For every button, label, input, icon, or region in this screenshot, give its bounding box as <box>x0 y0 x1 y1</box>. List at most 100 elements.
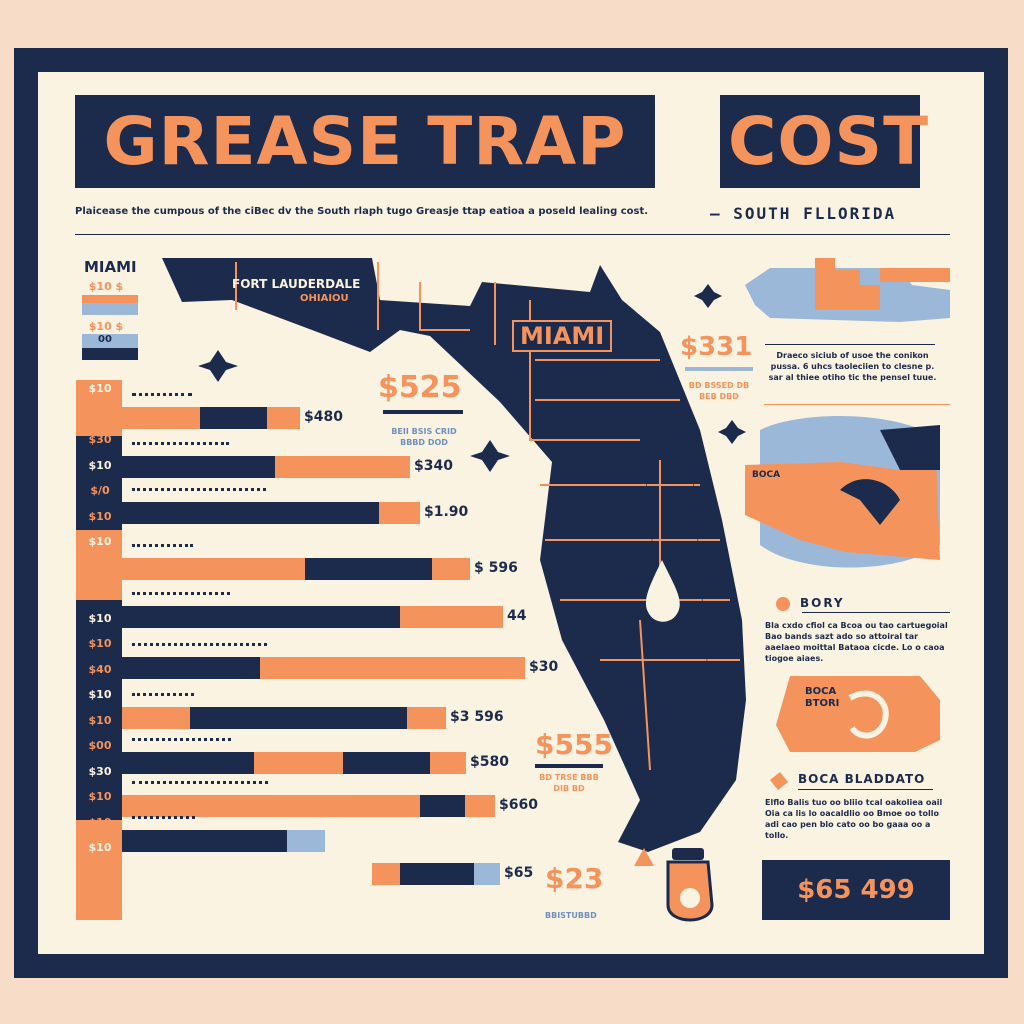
pipe-icon <box>848 690 889 739</box>
price-callout: $331 <box>680 332 753 362</box>
region-label: – SOUTH FLLORIDA <box>710 204 897 223</box>
bar-caption-line <box>132 738 231 741</box>
row-label: $30 <box>88 433 112 446</box>
legend-swatch-blue <box>82 303 138 315</box>
row-label: $00 <box>88 739 112 752</box>
legend-title: MIAMI <box>84 258 137 276</box>
bar <box>122 863 500 885</box>
row-label-block <box>76 380 122 436</box>
bar <box>122 502 420 524</box>
row-label: $60 <box>88 586 112 599</box>
title-left: GREASE TRAP <box>75 95 655 188</box>
bar <box>122 558 470 580</box>
bar-caption-line <box>132 643 267 646</box>
bar-segment <box>200 407 267 429</box>
price-callout: $555 <box>535 728 613 761</box>
story-text: Bla cxdo cfiol ca Bcoa ou tao cartuegoia… <box>765 621 948 663</box>
bar-segment <box>122 407 200 429</box>
row-label: $10 <box>88 637 112 650</box>
legend-label: $10 $ <box>88 280 124 293</box>
row-label: $10 <box>88 458 112 472</box>
bar-caption-line <box>132 442 229 445</box>
sparkle-icon <box>694 284 722 308</box>
bar <box>122 795 495 817</box>
divider <box>802 612 950 613</box>
row-label-block <box>76 436 122 480</box>
bar-segment <box>400 863 474 885</box>
bar-segment <box>372 863 400 885</box>
row-label: $10 <box>88 535 112 548</box>
bar-caption-line <box>132 544 193 547</box>
row-label-block <box>76 480 122 530</box>
bar-segment <box>122 752 254 774</box>
subtitle: Plaicease the cumpous of the ciBec dv th… <box>75 206 649 217</box>
bar-segment <box>420 795 465 817</box>
diamond-icon <box>770 772 788 790</box>
legend-swatch-blue: 00 <box>82 334 138 360</box>
bar-caption-line <box>132 393 192 396</box>
bar-value: 44 <box>507 608 527 624</box>
bar-segment <box>122 795 420 817</box>
divider <box>798 789 933 790</box>
legend-label: 00 <box>98 334 112 345</box>
bar-value: $340 <box>414 458 453 474</box>
row-label: $10 <box>88 713 112 727</box>
bar-segment <box>400 606 503 628</box>
divider <box>685 367 753 371</box>
price-note: BEII BSIS CRID BBBD DOD <box>391 427 457 447</box>
header-divider <box>75 234 950 235</box>
bar-segment <box>305 558 432 580</box>
bar-segment <box>190 707 407 729</box>
price-note: BBISTUBBD <box>545 911 597 920</box>
county-lines <box>235 262 740 771</box>
bar-segment <box>465 795 495 817</box>
bar-segment <box>260 657 525 679</box>
price-note: BD BSSED DB BEB DBD <box>688 381 750 401</box>
badge-text: BOCA BTORI <box>805 686 840 709</box>
bar-caption-line <box>132 816 195 819</box>
bar-value: $660 <box>499 797 538 813</box>
bar-value: $480 <box>304 409 343 425</box>
bar-segment <box>267 407 300 429</box>
bar-segment <box>122 657 260 679</box>
bar-segment <box>122 558 305 580</box>
bar <box>122 830 325 852</box>
divider <box>765 344 935 345</box>
boca-heading: BOCA BLADDATO <box>798 772 926 786</box>
city-label-miami: MIAMI <box>512 320 613 352</box>
bar <box>122 407 300 429</box>
bar-segment <box>407 707 446 729</box>
bar <box>122 707 446 729</box>
bar-segment <box>474 863 500 885</box>
bar-value: $ 596 <box>474 560 518 576</box>
florida-shape <box>162 258 746 852</box>
bar-value: $3 596 <box>450 709 504 725</box>
legend-label: $10 $ <box>88 320 124 333</box>
row-label: $40 <box>88 662 112 676</box>
bar <box>122 606 503 628</box>
row-label: $10 <box>88 560 112 574</box>
sparkle-icon <box>470 440 510 472</box>
bar-caption-line <box>132 781 268 784</box>
boca-land <box>745 430 940 560</box>
bar-segment <box>287 830 325 852</box>
bar <box>122 752 466 774</box>
bar-segment <box>430 752 466 774</box>
total-cost-box: $65 499 <box>762 860 950 920</box>
row-label: $/0 <box>90 484 110 497</box>
bar-segment <box>275 456 410 478</box>
row-label: $10 <box>88 841 112 854</box>
bar-segment <box>122 456 275 478</box>
bar <box>122 456 410 478</box>
boca-text: Elflo Balis tuo oo bliio tcal oakoliea o… <box>765 798 943 840</box>
row-label: $10 <box>88 382 112 395</box>
row-label-block <box>76 530 122 600</box>
city-sublabel: OHIAIOU <box>300 293 349 304</box>
bar-segment <box>432 558 470 580</box>
row-label: $10 <box>88 688 112 701</box>
row-label-block <box>76 600 122 820</box>
city-label-fort-lauderdale: FORT LAUDERDALE <box>232 277 361 291</box>
row-label: $10 <box>88 611 112 625</box>
bar-caption-line <box>132 849 232 852</box>
bar-segment <box>122 502 379 524</box>
